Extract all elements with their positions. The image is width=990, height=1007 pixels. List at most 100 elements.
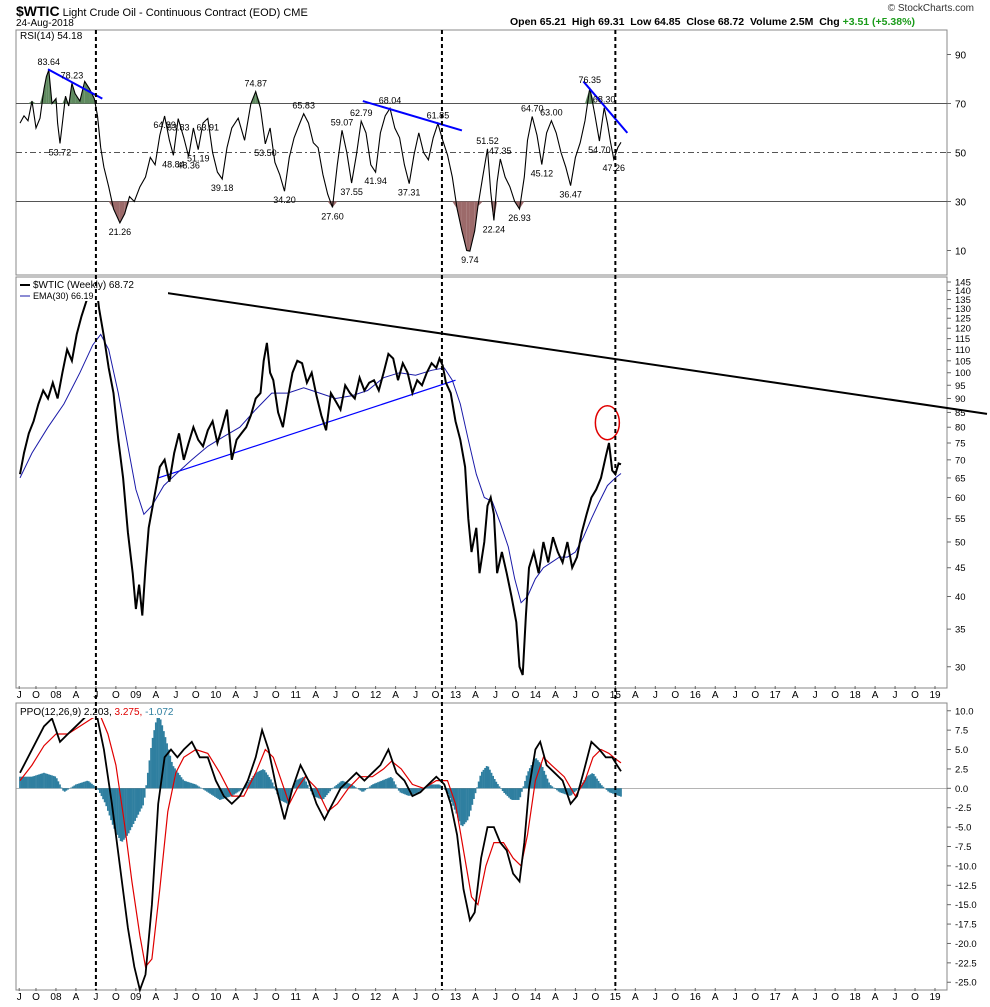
ppo-histogram-bar: [517, 788, 520, 800]
ppo-histogram-bar: [607, 788, 610, 792]
ppo-histogram-bar: [397, 788, 400, 791]
ppo-histogram-bar: [492, 775, 494, 789]
ppo-histogram-bar: [225, 788, 228, 798]
ppo-histogram-bar: [178, 775, 181, 789]
ppo-histogram-bar: [362, 788, 365, 792]
ppo-histogram-bar: [166, 743, 168, 789]
ppo-histogram-bar: [402, 788, 405, 794]
xaxis-bottom-label: J: [893, 992, 898, 1003]
ppo-histogram-bar: [322, 788, 325, 799]
xaxis-bottom-label: J: [493, 992, 498, 1003]
ppo-histogram-bar: [258, 770, 261, 789]
rsi-annotation: 76.35: [579, 75, 602, 85]
ppo-histogram-bar: [588, 775, 590, 789]
rsi-annotation: 83.64: [37, 57, 60, 67]
xaxis-mid-label: A: [232, 690, 239, 701]
rsi-annotation: 64.89: [153, 120, 176, 130]
ppo-histogram-bar: [60, 787, 63, 789]
rsi-trendline: [47, 68, 103, 100]
highlight-circle: [594, 404, 621, 441]
ppo-histogram-bar: [31, 776, 34, 789]
ppo-histogram-bar: [357, 788, 360, 790]
xaxis-mid-label: J: [333, 690, 338, 701]
xaxis-mid-label: A: [632, 690, 639, 701]
ppo-histogram-bar: [87, 781, 90, 789]
ppo-histogram-bar: [594, 776, 597, 789]
xaxis-mid-label: O: [272, 690, 280, 701]
ppo-histogram-bar: [415, 788, 418, 794]
ppo-histogram-bar: [351, 785, 354, 789]
rsi-annotation: 45.12: [531, 168, 554, 178]
ppo-histogram-bar: [210, 788, 213, 795]
ppo-histogram-bar: [198, 786, 200, 789]
rsi-oversold-fill: [461, 201, 467, 251]
ppo-histogram-bar: [236, 788, 239, 793]
ppo-histogram-bar: [399, 788, 402, 793]
xaxis-mid-label: 13: [450, 690, 462, 701]
xaxis-mid-label: 16: [690, 690, 702, 701]
ppo-histogram-bar: [239, 788, 242, 791]
ema-legend: EMA(30) 66.19: [33, 291, 94, 301]
ppo-histogram-bar: [44, 773, 47, 789]
ppo-histogram-bar: [484, 767, 486, 789]
rsi-overbought-fill: [84, 81, 90, 104]
ppo-histogram-bar: [385, 778, 387, 789]
ppo-histogram-bar: [209, 788, 212, 794]
ppo-histogram-bar: [294, 782, 296, 789]
ppo-histogram-bar: [327, 788, 330, 794]
xaxis-mid-label: O: [352, 690, 360, 701]
ppo-histogram-bar: [27, 776, 29, 789]
ppo-histogram-bar: [473, 788, 475, 799]
brand-watermark: © StockCharts.com: [887, 3, 974, 14]
ppo-ytick-label: -10.0: [955, 861, 977, 872]
price-ytick-label: 130: [955, 304, 971, 315]
xaxis-bottom-label: 09: [130, 992, 142, 1003]
xaxis-mid-label: O: [911, 690, 919, 701]
ppo-histogram-bar: [153, 730, 156, 789]
ppo-histogram-bar: [337, 783, 339, 789]
ppo-ytick-label: -22.5: [955, 958, 977, 969]
ppo-histogram-bar: [316, 788, 319, 798]
ppo-histogram-bar: [220, 788, 223, 800]
ppo-histogram-bar: [274, 788, 277, 791]
ppo-histogram-bar: [231, 788, 234, 796]
rsi-annotation: 37.31: [398, 188, 421, 198]
ppo-histogram-bar: [105, 788, 108, 807]
ppo-histogram-bar: [589, 774, 592, 789]
ppo-histogram-bar: [333, 786, 336, 789]
xaxis-bottom-label: O: [192, 992, 200, 1003]
xaxis-mid-label: 12: [370, 690, 382, 701]
rsi-ytick-label: 10: [955, 247, 967, 258]
rsi-annotation: 68.30: [593, 95, 616, 105]
chart-header: $WTIC Light Crude Oil - Continuous Contr…: [16, 3, 308, 19]
ppo-histogram-bar: [516, 788, 518, 800]
ema-line: [19, 333, 622, 604]
rsi-annotation: 63.00: [540, 108, 563, 118]
price-ytick-label: 50: [955, 538, 966, 549]
ppo-histogram-bar: [367, 787, 370, 789]
symbol: $WTIC: [16, 3, 60, 19]
xaxis-bottom-label: 17: [770, 992, 782, 1003]
ppo-histogram-bar: [608, 788, 611, 793]
xaxis-bottom-label: O: [671, 992, 679, 1003]
ppo-histogram-bar: [535, 758, 538, 789]
ppo-histogram-bar: [396, 787, 399, 789]
rsi-annotation: 53.50: [254, 148, 277, 158]
ppo-histogram-bar: [295, 780, 298, 789]
xaxis-bottom-label: 11: [291, 992, 302, 1003]
rsi-annotation: 47.26: [602, 163, 625, 173]
ppo-histogram-bar: [564, 788, 566, 795]
ppo-histogram-bar: [437, 784, 440, 789]
ppo-histogram-bar: [126, 788, 128, 836]
ppo-histogram-bar: [525, 775, 528, 789]
price-ytick-label: 95: [955, 381, 966, 392]
rsi-annotation: 36.47: [559, 190, 582, 200]
rsi-annotation: 64.70: [521, 103, 544, 113]
ppo-histogram-bar: [480, 771, 483, 789]
ppo-histogram-bar: [511, 788, 514, 800]
ppo-histogram-bar: [191, 783, 194, 789]
ppo-histogram-bar: [436, 784, 439, 789]
xaxis-bottom-label: O: [272, 992, 280, 1003]
xaxis-bottom-label: O: [32, 992, 40, 1003]
rsi-overbought-fill: [46, 70, 49, 104]
